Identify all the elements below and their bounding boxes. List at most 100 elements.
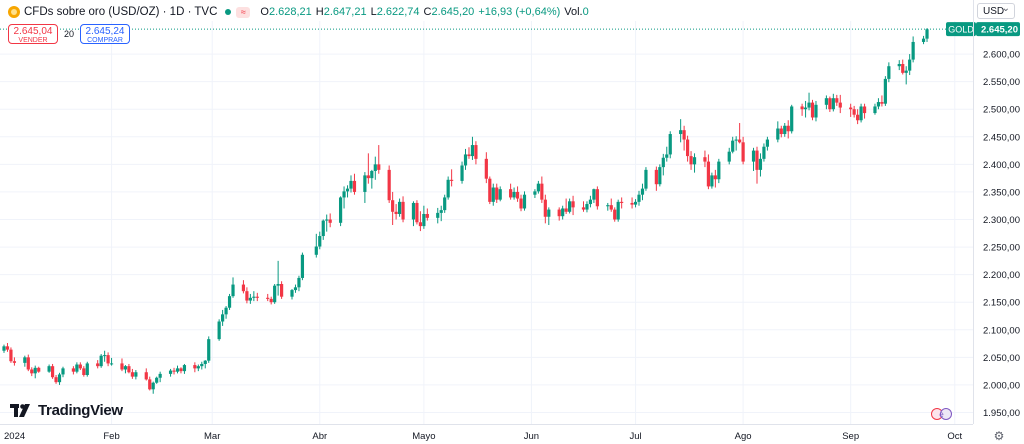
candle [908, 54, 912, 76]
candle-body [252, 296, 256, 298]
candle [338, 196, 343, 227]
candle [835, 94, 839, 106]
y-tick-label: 1.950,00 [983, 408, 1020, 419]
candle-body [606, 205, 610, 207]
candle-body [436, 212, 440, 218]
candle [668, 131, 672, 159]
candle-body [109, 363, 114, 365]
sell-button[interactable]: 2.645,04 VENDER [8, 24, 58, 44]
candle [803, 100, 808, 118]
candle-body [415, 202, 419, 223]
candle-body [835, 98, 839, 103]
candle [873, 103, 877, 115]
close-label: C [423, 6, 432, 18]
candle [273, 284, 277, 304]
candle [300, 252, 305, 281]
candle [363, 172, 367, 203]
candle [536, 180, 540, 194]
last-price-label: 2.645,20 [981, 25, 1018, 36]
candle-body [790, 106, 794, 132]
candle [221, 309, 225, 326]
candle [838, 94, 842, 114]
candle [342, 186, 346, 209]
candle [488, 176, 492, 205]
candle [224, 306, 228, 319]
candle [581, 201, 586, 212]
candle-body [172, 370, 176, 372]
candle [193, 362, 197, 373]
candle-body [127, 366, 131, 373]
candle [394, 204, 398, 220]
candle-body [474, 145, 478, 159]
candle-body [345, 188, 350, 192]
candle-body [547, 209, 551, 217]
candle [231, 277, 235, 298]
candle-body [158, 373, 162, 378]
candle [33, 365, 37, 379]
candle-body [103, 355, 107, 357]
candle-series [2, 28, 929, 394]
candle [585, 201, 589, 213]
candle [82, 366, 86, 377]
candle [172, 367, 176, 375]
candle-body [266, 297, 270, 299]
candle-body [633, 201, 638, 205]
change-value: +16,93 (+0,64%) [478, 6, 561, 18]
candle-body [859, 106, 863, 121]
candle-body [658, 167, 662, 185]
candle [318, 231, 322, 250]
candle [415, 200, 419, 225]
y-tick-label: 2.100,00 [983, 325, 1020, 336]
y-tick-label: 2.350,00 [983, 187, 1020, 198]
candle-body [758, 158, 763, 170]
candle-body [61, 368, 65, 375]
candle-body [692, 157, 697, 165]
candle [345, 185, 350, 198]
buy-button[interactable]: 2.645,24 COMPRAR [80, 24, 130, 44]
candle [592, 188, 596, 203]
candle-body [293, 287, 298, 291]
gear-icon[interactable]: ⚙ [993, 429, 1005, 443]
candle [755, 146, 759, 184]
candle-body [921, 38, 926, 42]
open-label: O [260, 6, 269, 18]
candle [2, 344, 6, 353]
candle-body [828, 98, 832, 110]
candle [463, 148, 468, 170]
last-price-box [976, 22, 1020, 37]
candle [717, 158, 721, 184]
candle-body [685, 139, 690, 157]
candle [620, 197, 624, 209]
candle [71, 366, 75, 375]
candle-body [418, 222, 422, 227]
candle [571, 195, 575, 216]
tradingview-logo[interactable]: TradingView [10, 402, 123, 419]
candle [422, 205, 426, 229]
candle [196, 364, 200, 372]
candle-body [581, 207, 586, 210]
economic-events-icon[interactable]: e [928, 407, 956, 421]
candle-body [849, 107, 853, 110]
candle [96, 360, 100, 369]
symbol-title[interactable]: CFDs sobre oro (USD/OZ) · 1D · TVC [24, 6, 218, 18]
candle [849, 103, 853, 117]
candle-body [78, 364, 82, 369]
candle-body [668, 134, 672, 155]
spread-value: 20 [64, 29, 75, 39]
candle [377, 145, 381, 174]
candle [522, 191, 527, 211]
candle-body [807, 102, 811, 108]
x-tick-label: Sep [842, 431, 859, 442]
market-open-icon [225, 9, 232, 15]
candle [852, 105, 856, 118]
currency-select[interactable]: USD [977, 1, 1015, 19]
candle [654, 166, 658, 191]
data-delay-badge[interactable]: ≈ [236, 6, 251, 18]
candle [484, 152, 488, 184]
candle [78, 362, 82, 371]
candle-body [727, 151, 731, 162]
candle-body [734, 139, 738, 141]
candle [227, 293, 232, 310]
candle [168, 368, 173, 377]
